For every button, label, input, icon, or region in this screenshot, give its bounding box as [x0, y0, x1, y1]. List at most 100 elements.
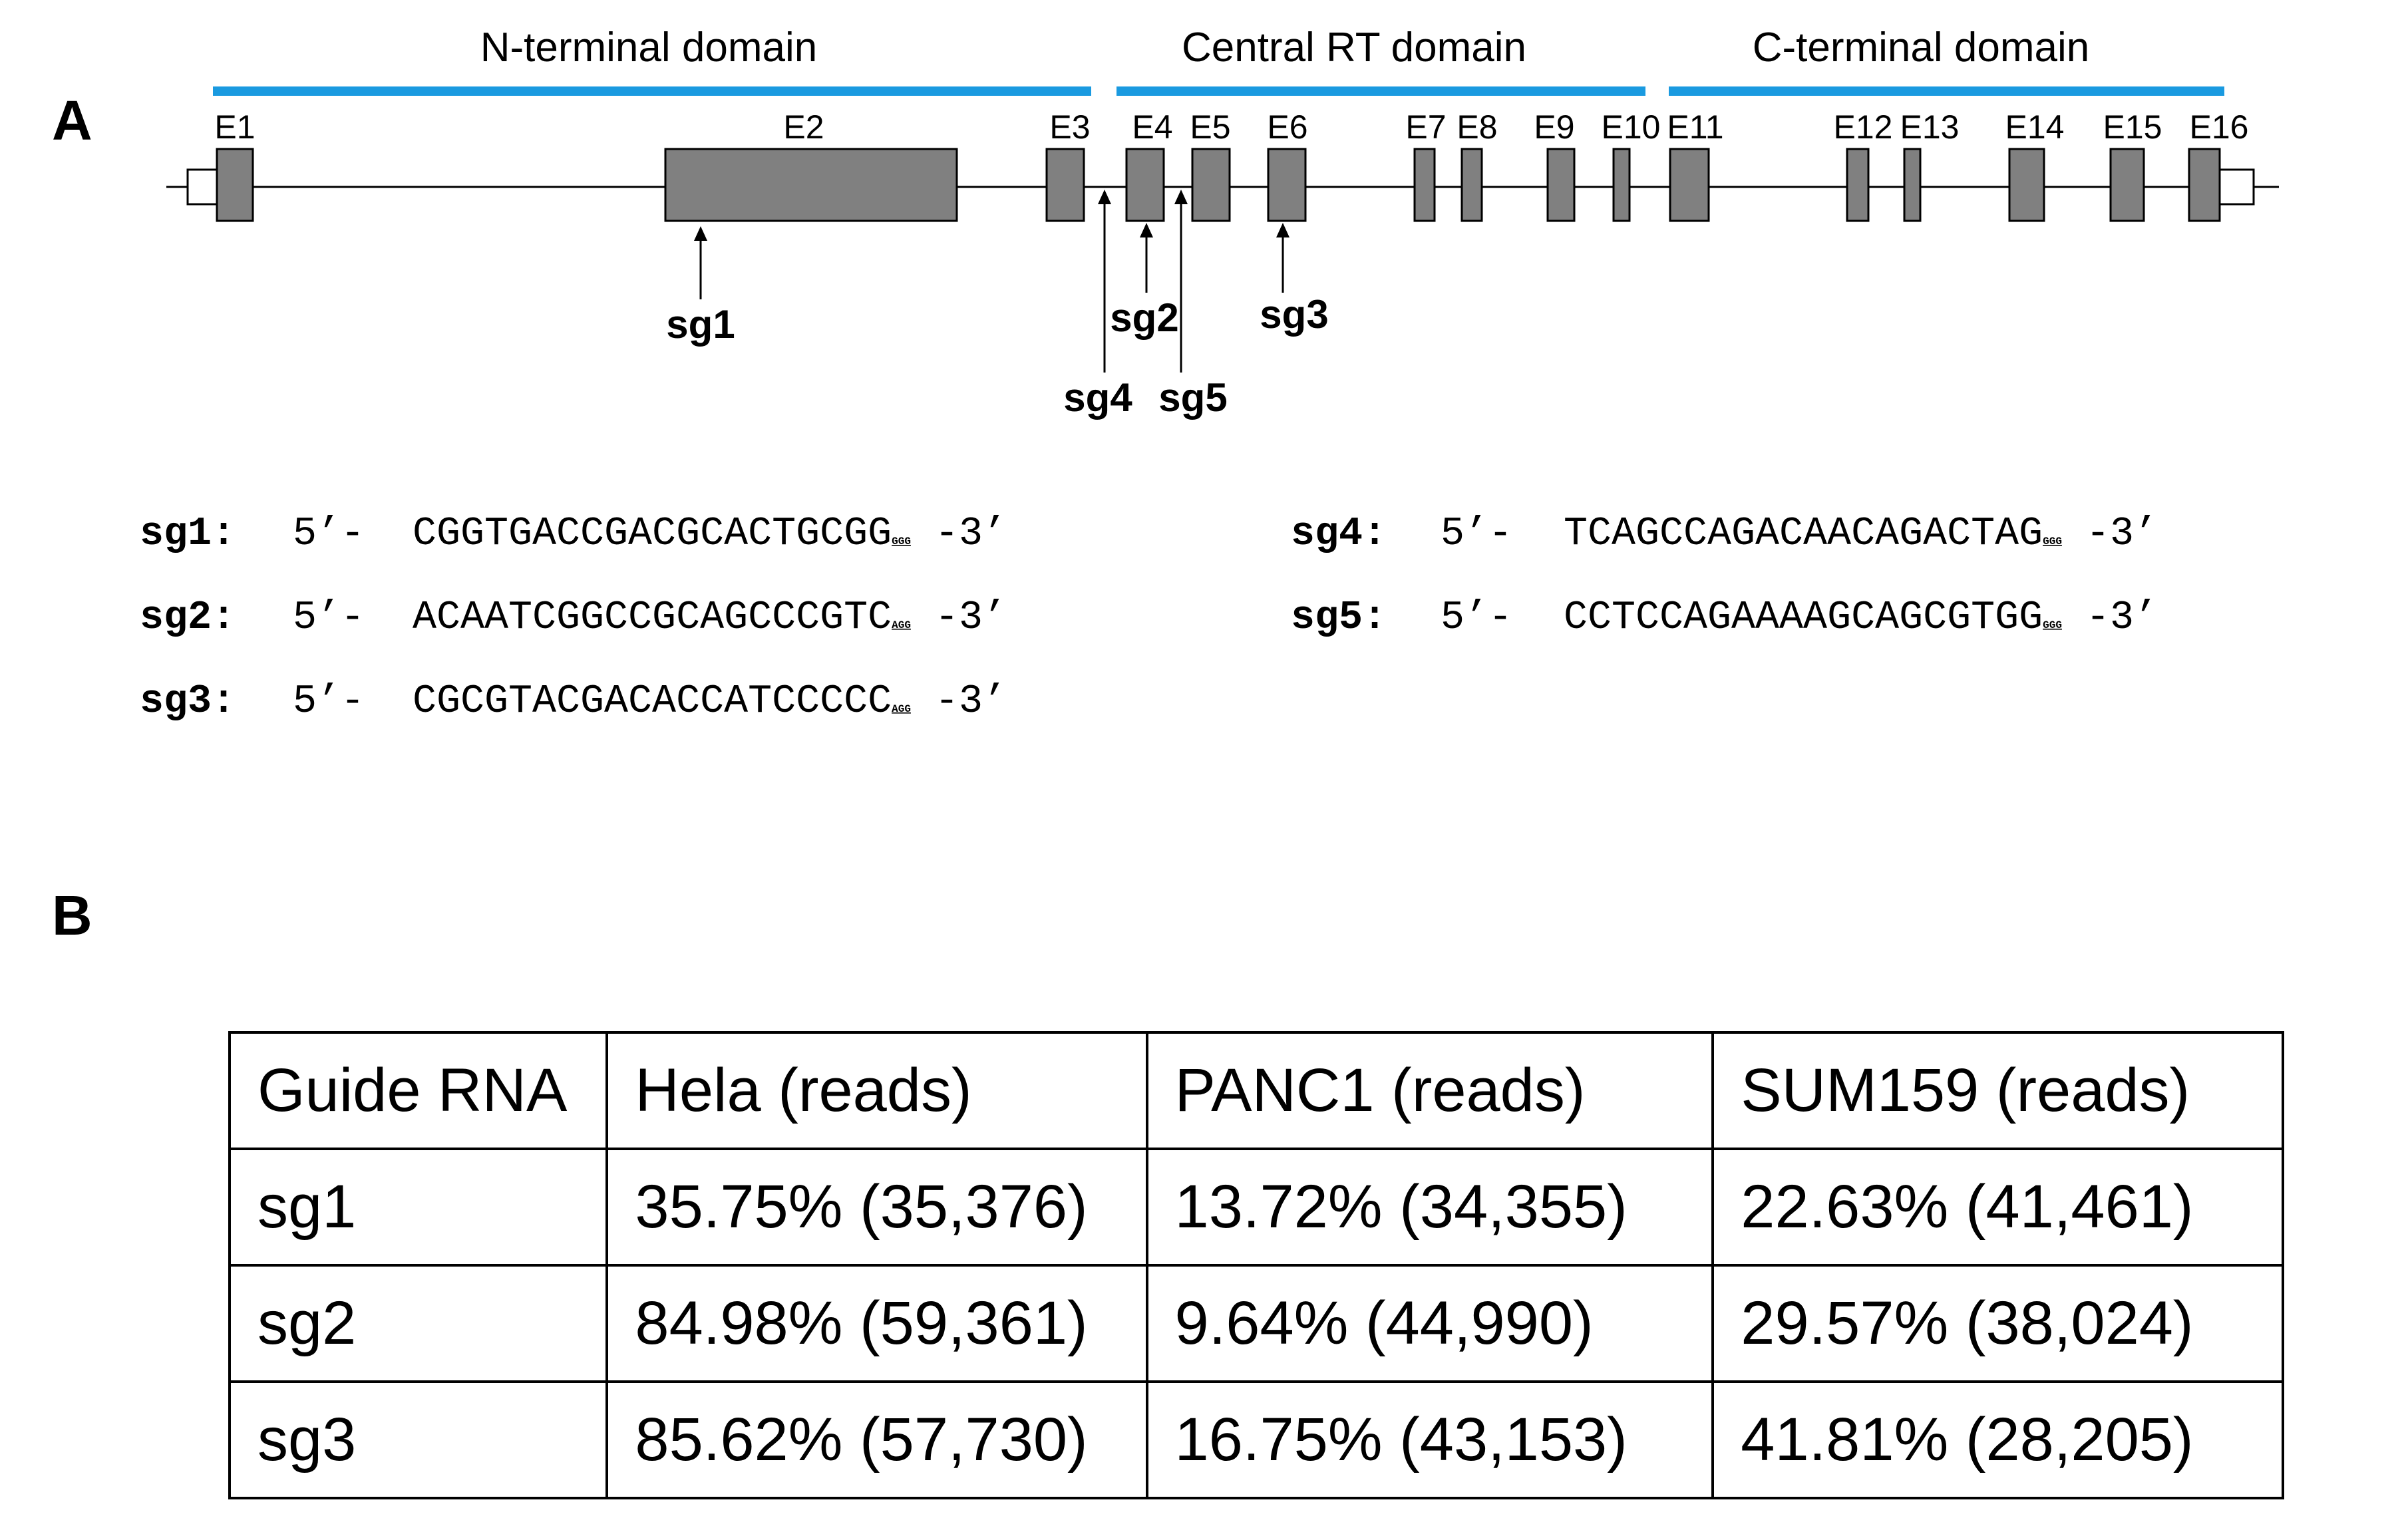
sequence-sg1-pam: GGG — [892, 536, 911, 547]
exon-label-e10: E10 — [1602, 108, 1661, 146]
exon-e1 — [216, 148, 254, 222]
sequence-sg3-seq: CGCGTACGACACCATCCCCC — [413, 679, 892, 724]
exon-label-e6: E6 — [1267, 108, 1307, 146]
panel-a-letter: A — [52, 89, 92, 152]
table-cell: 85.62% (57,730) — [605, 1380, 1148, 1499]
sg4-site-arrow — [1098, 190, 1111, 373]
sequence-sg1-prefix: 5’- — [293, 512, 389, 557]
table-row: sg2 84.98% (59,361) 9.64% (44,990) 29.57… — [228, 1264, 2284, 1383]
exon-label-e8: E8 — [1457, 108, 1497, 146]
sequence-sg1: sg1: 5’- CGGTGACCGACGCACTGCGGGGG -3’ — [140, 512, 1007, 557]
exon-e16 — [2188, 148, 2221, 222]
exon-label-e16: E16 — [2190, 108, 2249, 146]
editing-efficiency-table: Guide RNA Hela (reads) PANC1 (reads) SUM… — [228, 1031, 2284, 1499]
exon-e6 — [1267, 148, 1307, 222]
exon-e11 — [1669, 148, 1710, 222]
exon-e2 — [664, 148, 958, 222]
exon-label-e15: E15 — [2103, 108, 2162, 146]
sequence-sg3-suffix: -3’ — [911, 679, 1007, 724]
sequence-sg5-name: sg5: — [1291, 595, 1387, 641]
domain-label-c-terminal: C-terminal domain — [1753, 25, 2090, 71]
table-cell: sg2 — [228, 1264, 609, 1383]
table-cell: 35.75% (35,376) — [605, 1148, 1148, 1267]
sequence-sg4-seq: TCAGCCAGACAACAGACTAG — [1564, 512, 2043, 557]
exon-label-e1: E1 — [214, 108, 255, 146]
exon-e8 — [1460, 148, 1483, 222]
domain-bar-c-terminal — [1669, 86, 2224, 96]
sequence-sg1-name: sg1: — [140, 512, 236, 557]
exon-e9 — [1546, 148, 1576, 222]
sequence-sg4-pam: GGG — [2043, 536, 2062, 547]
table-cell: 29.57% (38,024) — [1711, 1264, 2284, 1383]
exon-e3 — [1045, 148, 1085, 222]
sequence-sg2-suffix: -3’ — [911, 595, 1007, 641]
domain-bar-central-rt — [1116, 86, 1645, 96]
table-header-cell: PANC1 (reads) — [1145, 1031, 1715, 1150]
sequence-sg4-suffix: -3’ — [2062, 512, 2158, 557]
sg1-site-arrow — [694, 226, 707, 299]
exon-label-e12: E12 — [1834, 108, 1893, 146]
exon-e14 — [2008, 148, 2045, 222]
table-cell: 22.63% (41,461) — [1711, 1148, 2284, 1267]
domain-label-n-terminal: N-terminal domain — [480, 25, 818, 71]
sg5-site-arrow — [1174, 190, 1188, 373]
exon-e10 — [1612, 148, 1631, 222]
table-header-cell: Hela (reads) — [605, 1031, 1148, 1150]
exon-label-e5: E5 — [1190, 108, 1230, 146]
exon-e15 — [2109, 148, 2145, 222]
exon-label-e13: E13 — [1900, 108, 1960, 146]
sequence-sg2: sg2: 5’- ACAATCGGCCGCAGCCCGTCAGG -3’ — [140, 595, 1007, 641]
table-cell: 41.81% (28,205) — [1711, 1380, 2284, 1499]
table-cell: sg1 — [228, 1148, 609, 1267]
table-header-row: Guide RNA Hela (reads) PANC1 (reads) SUM… — [228, 1031, 2284, 1150]
sequence-sg5-seq: CCTCCAGAAAAGCAGCGTGG — [1564, 595, 2043, 641]
utr-3prime — [2218, 168, 2255, 206]
table-cell: 16.75% (43,153) — [1145, 1380, 1715, 1499]
sequence-sg5-prefix: 5’- — [1441, 595, 1536, 641]
exon-label-e2: E2 — [783, 108, 824, 146]
sg2-site-label: sg2 — [1110, 295, 1178, 340]
exon-label-e14: E14 — [2005, 108, 2065, 146]
sg4-site-label: sg4 — [1063, 375, 1132, 420]
sequence-sg5-suffix: -3’ — [2062, 595, 2158, 641]
table-cell: 84.98% (59,361) — [605, 1264, 1148, 1383]
sequence-sg4-name: sg4: — [1291, 512, 1387, 557]
exon-e12 — [1846, 148, 1870, 222]
sequence-sg3-pam: AGG — [892, 703, 911, 715]
sequence-sg2-pam: AGG — [892, 619, 911, 631]
exon-label-e7: E7 — [1405, 108, 1446, 146]
sg3-site-label: sg3 — [1260, 292, 1328, 337]
sequence-sg1-seq: CGGTGACCGACGCACTGCGG — [413, 512, 892, 557]
sequence-sg1-suffix: -3’ — [911, 512, 1007, 557]
domain-bar-n-terminal — [213, 86, 1091, 96]
sequence-sg2-seq: ACAATCGGCCGCAGCCCGTC — [413, 595, 892, 641]
sequence-sg3-name: sg3: — [140, 679, 236, 724]
table-row: sg1 35.75% (35,376) 13.72% (34,355) 22.6… — [228, 1148, 2284, 1267]
table-cell: 13.72% (34,355) — [1145, 1148, 1715, 1267]
sg3-site-arrow — [1276, 223, 1289, 293]
sequence-sg3-prefix: 5’- — [293, 679, 389, 724]
sg2-site-arrow — [1140, 223, 1153, 293]
utr-5prime — [186, 168, 220, 206]
sequence-sg5-pam: GGG — [2043, 619, 2062, 631]
exon-label-e11: E11 — [1667, 108, 1723, 146]
exon-label-e9: E9 — [1534, 108, 1574, 146]
table-cell: 9.64% (44,990) — [1145, 1264, 1715, 1383]
sequence-sg3: sg3: 5’- CGCGTACGACACCATCCCCCAGG -3’ — [140, 679, 1007, 724]
table-header-cell: SUM159 (reads) — [1711, 1031, 2284, 1150]
exon-e5 — [1191, 148, 1231, 222]
exon-label-e3: E3 — [1049, 108, 1090, 146]
sequence-sg4-prefix: 5’- — [1441, 512, 1536, 557]
exon-e13 — [1903, 148, 1922, 222]
exon-label-e4: E4 — [1132, 108, 1172, 146]
sequence-sg2-name: sg2: — [140, 595, 236, 641]
domain-label-central-rt: Central RT domain — [1182, 25, 1526, 71]
sg5-site-label: sg5 — [1158, 375, 1227, 420]
sequence-sg5: sg5: 5’- CCTCCAGAAAAGCAGCGTGGGGG -3’ — [1291, 595, 2158, 641]
table-cell: sg3 — [228, 1380, 609, 1499]
sg1-site-label: sg1 — [666, 302, 735, 347]
table-row: sg3 85.62% (57,730) 16.75% (43,153) 41.8… — [228, 1380, 2284, 1499]
sequence-sg4: sg4: 5’- TCAGCCAGACAACAGACTAGGGG -3’ — [1291, 512, 2158, 557]
table-header-cell: Guide RNA — [228, 1031, 609, 1150]
